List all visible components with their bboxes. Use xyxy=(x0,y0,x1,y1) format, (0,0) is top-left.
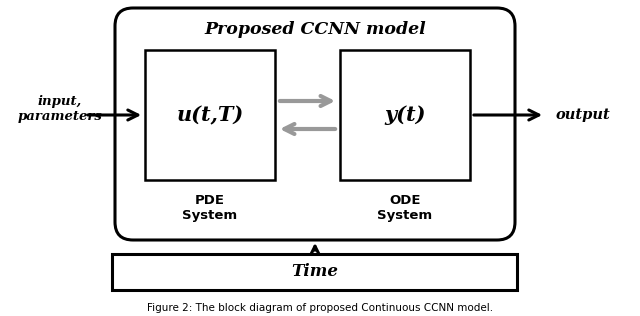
Bar xyxy=(145,50,275,180)
Bar xyxy=(340,50,470,180)
FancyBboxPatch shape xyxy=(115,8,515,240)
Text: Proposed CCNN model: Proposed CCNN model xyxy=(204,21,426,39)
Text: PDE
System: PDE System xyxy=(182,194,237,222)
Text: Figure 2: The block diagram of proposed Continuous CCNN model.: Figure 2: The block diagram of proposed … xyxy=(147,303,493,313)
Text: y(t): y(t) xyxy=(384,105,426,125)
Bar xyxy=(112,254,517,290)
Text: u(t,T): u(t,T) xyxy=(177,105,244,125)
Text: input,
parameters: input, parameters xyxy=(17,95,102,123)
Text: ODE
System: ODE System xyxy=(378,194,433,222)
Text: Time: Time xyxy=(291,264,338,281)
Text: output: output xyxy=(556,108,611,122)
